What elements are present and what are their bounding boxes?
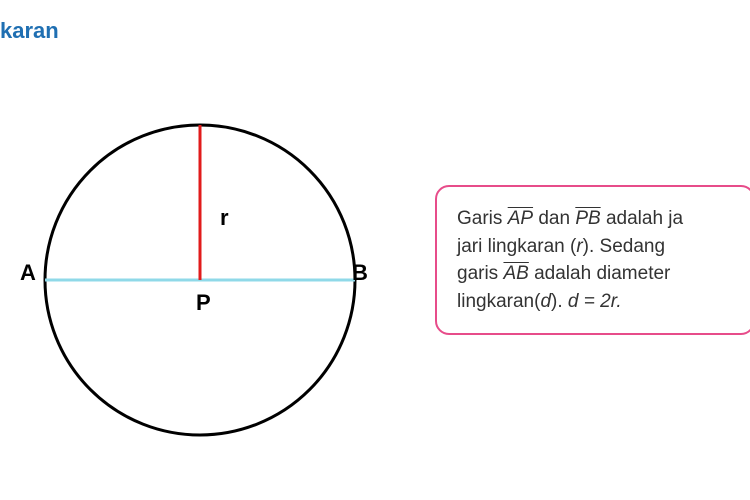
text-seg: garis xyxy=(457,263,503,284)
label-b: B xyxy=(352,260,368,286)
segment-ab: AB xyxy=(503,263,528,284)
text-seg: adalah diameter xyxy=(529,263,671,284)
text-seg: Garis xyxy=(457,208,508,229)
equation: d = 2r. xyxy=(568,291,622,312)
info-box: Garis AP dan PB adalah ja jari lingkaran… xyxy=(435,185,750,335)
text-seg: ). xyxy=(551,291,568,312)
text-seg: jari lingkaran ( xyxy=(457,236,576,257)
text-seg: ). Sedang xyxy=(583,236,665,257)
label-a: A xyxy=(20,260,36,286)
info-text: Garis AP dan PB adalah ja jari lingkaran… xyxy=(457,205,735,315)
segment-ap: AP xyxy=(508,208,533,229)
text-seg: adalah ja xyxy=(601,208,683,229)
var-d: d xyxy=(540,291,551,312)
circle-svg xyxy=(20,100,370,460)
section-heading: karan xyxy=(0,18,59,44)
text-seg: dan xyxy=(533,208,575,229)
segment-pb: PB xyxy=(575,208,600,229)
circle-diagram: A B P r xyxy=(20,100,370,460)
text-seg: lingkaran( xyxy=(457,291,540,312)
label-p: P xyxy=(196,290,211,316)
label-r: r xyxy=(220,205,229,231)
